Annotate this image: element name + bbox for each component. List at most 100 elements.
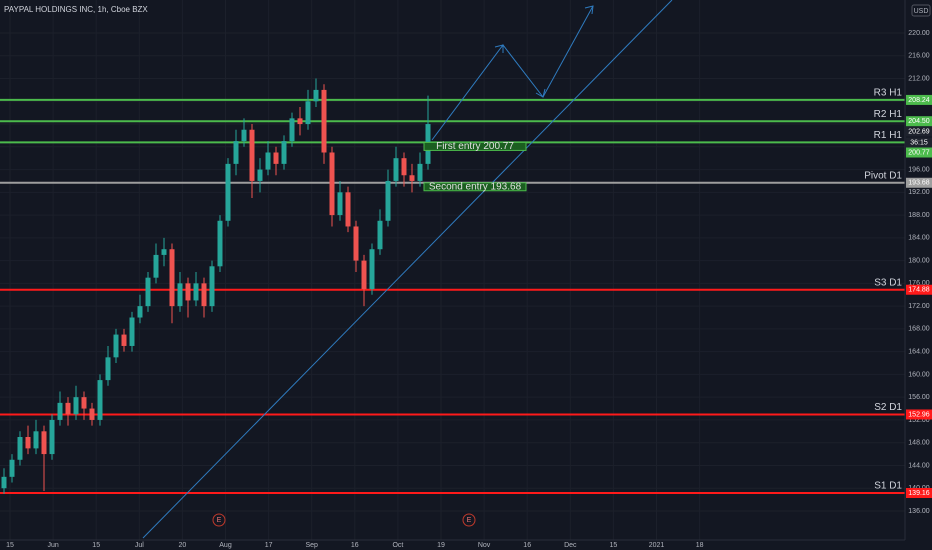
candle-body <box>385 180 391 221</box>
y-tick-label: 216.00 <box>908 53 930 60</box>
candle-body <box>345 192 351 227</box>
x-tick-label: 16 <box>351 542 359 549</box>
x-tick-label: Dec <box>564 542 577 549</box>
level-name: Pivot D1 <box>864 170 902 181</box>
candle-body <box>257 169 263 181</box>
projection-path <box>431 5 594 141</box>
candle-body <box>169 249 175 307</box>
price-label-box <box>906 177 932 188</box>
x-tick-label: 15 <box>92 542 100 549</box>
arrow-head <box>494 44 504 53</box>
y-tick-label: 156.00 <box>908 394 930 401</box>
x-tick-label: 18 <box>696 542 704 549</box>
price-label-box <box>906 126 932 137</box>
candle-body <box>361 260 367 290</box>
candle-body <box>65 402 71 415</box>
price-label: 204.50 <box>908 118 930 125</box>
y-tick-label: 196.00 <box>908 166 930 173</box>
candle-body <box>249 129 255 181</box>
candle-body <box>401 158 407 176</box>
x-tick-label: 15 <box>610 542 618 549</box>
candle-body <box>153 254 159 278</box>
candle-body <box>297 118 303 125</box>
y-tick-label: 172.00 <box>908 303 930 310</box>
overlay: R3 H1 R2 H1 R1 H1 Pivot D1 S3 D1 S2 D1 S1 D1 Fi… <box>212 88 903 527</box>
candle-body <box>113 334 119 358</box>
x-tick-label: Aug <box>219 542 232 549</box>
candle-body <box>217 220 223 267</box>
y-tick-label: 152.00 <box>908 417 930 424</box>
candle-body <box>137 306 143 318</box>
candle-body <box>337 192 343 216</box>
candle-body <box>121 334 127 346</box>
y-tick-label: 212.00 <box>908 75 930 82</box>
y-tick-label: 220.00 <box>908 30 930 37</box>
candle-body <box>9 459 15 477</box>
x-tick-label: Nov <box>478 542 491 549</box>
price-label-box <box>906 409 932 420</box>
axis-labels: 136.00140.00144.00148.00152.00156.00160.… <box>6 30 932 549</box>
price-label: 208.24 <box>908 97 930 104</box>
level-name: R2 H1 <box>874 109 903 120</box>
candle-body <box>353 226 359 261</box>
candle-body <box>305 101 311 125</box>
candle-body <box>33 431 39 449</box>
price-label-box <box>906 116 932 127</box>
candle-body <box>225 163 231 221</box>
x-tick-label: 19 <box>437 542 445 549</box>
x-tick-label: 17 <box>265 542 273 549</box>
price-label-box <box>906 284 932 295</box>
event-label: E <box>467 517 472 524</box>
x-tick-label: Sep <box>305 542 318 549</box>
event-marker <box>212 513 226 527</box>
y-tick-label: 188.00 <box>908 212 930 219</box>
candle-body <box>185 283 191 301</box>
price-label: 174.88 <box>908 287 930 294</box>
grid <box>0 0 905 540</box>
y-tick-label: 164.00 <box>908 348 930 355</box>
price-label-box <box>906 147 932 158</box>
candle-body <box>273 152 279 164</box>
candle-body <box>265 152 271 170</box>
candle-body <box>321 89 327 153</box>
candle-body <box>329 152 335 216</box>
level-name: R1 H1 <box>874 130 903 141</box>
x-tick-label: 20 <box>179 542 187 549</box>
candle-body <box>49 419 55 455</box>
candle-body <box>393 158 399 181</box>
candle-body <box>369 249 375 290</box>
price-label: 202.69 <box>908 128 930 135</box>
x-tick-label: Jun <box>47 542 58 549</box>
candle-body <box>73 397 79 415</box>
chart-title: PAYPAL HOLDINGS INC, 1h, Cboe BZX <box>4 5 148 14</box>
y-tick-label: 144.00 <box>908 462 930 469</box>
x-tick-label: Oct <box>392 542 403 549</box>
entry-box <box>423 182 527 192</box>
countdown-box <box>906 137 932 148</box>
x-tick-label: Jul <box>135 542 144 549</box>
entry-label: First entry 200.77 <box>436 141 514 152</box>
x-tick-label: 16 <box>523 542 531 549</box>
y-tick-label: 168.00 <box>908 326 930 333</box>
entry-box <box>423 141 527 151</box>
candle-body <box>201 283 207 307</box>
level-name: S2 D1 <box>874 402 902 413</box>
candle-body <box>17 437 23 460</box>
price-label-box <box>906 94 932 105</box>
y-tick-label: 176.00 <box>908 280 930 287</box>
price-label: 139.16 <box>908 490 930 497</box>
currency: USD <box>914 8 929 15</box>
candle-body <box>281 141 287 164</box>
y-tick-label: 160.00 <box>908 371 930 378</box>
candle-body <box>233 141 239 164</box>
event-marker <box>462 513 476 527</box>
candle-body <box>1 476 7 489</box>
candle-body <box>97 380 103 420</box>
y-tick-label: 148.00 <box>908 440 930 447</box>
price-label: 152.96 <box>908 411 930 418</box>
y-tick-label: 180.00 <box>908 257 930 264</box>
candles <box>1 78 431 494</box>
level-name: S3 D1 <box>874 277 902 288</box>
candle-body <box>377 220 383 250</box>
